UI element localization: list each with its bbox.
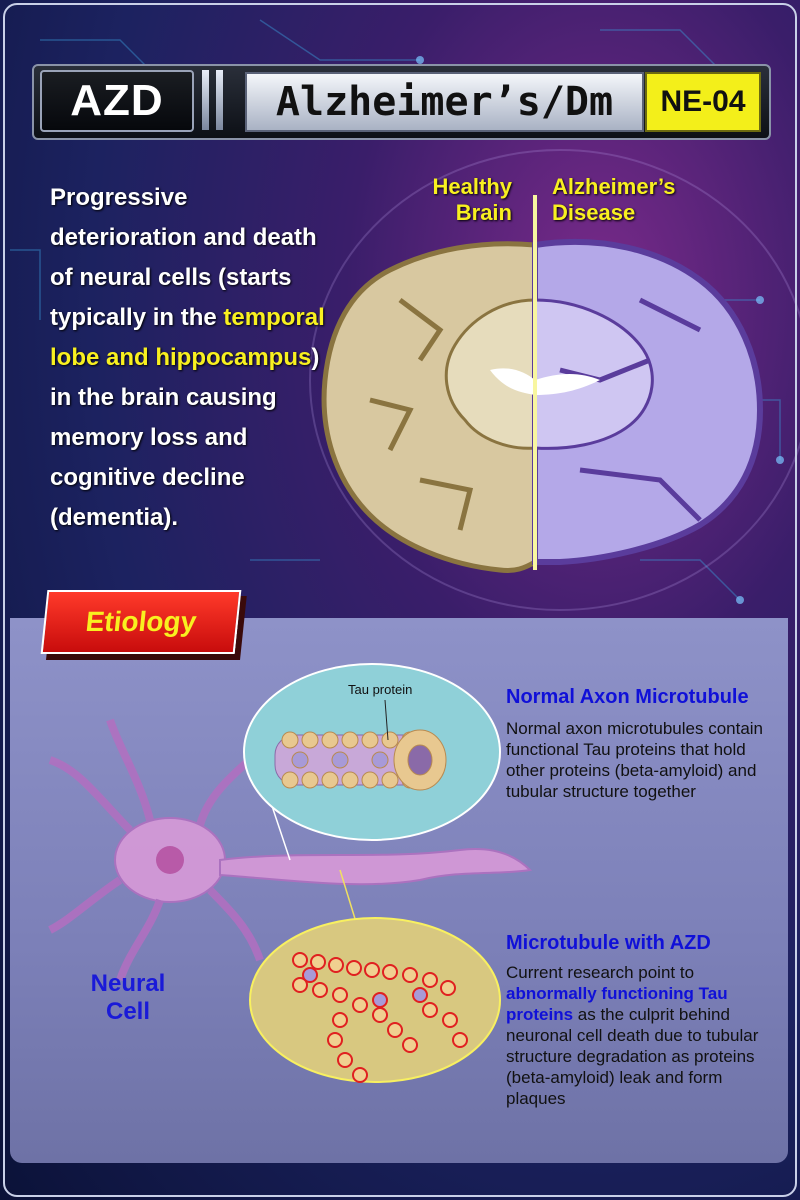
- alzheimers-brain-label: Alzheimer’s Disease: [552, 174, 676, 225]
- etiology-banner: Etiology: [40, 590, 242, 654]
- description-text: Progressive deterioration and death of n…: [50, 178, 340, 538]
- azd-microtubule-title: Microtubule with AZD: [506, 932, 711, 954]
- brain-comparison-illustration: [321, 195, 764, 573]
- abbrev-badge: AZD: [40, 70, 194, 132]
- neural-cell-label: Neural Cell: [90, 970, 166, 1025]
- disease-code: NE-04: [645, 72, 761, 132]
- description-part2: ) in the brain causing memory loss and c…: [50, 344, 320, 531]
- header-divider-2: [216, 70, 223, 130]
- header-divider-1: [202, 70, 209, 130]
- disease-name: Alzheimer’s/Dm: [245, 72, 644, 132]
- azd-microtubule-text: Current research point to abnormally fun…: [506, 963, 759, 1108]
- azd-microtubule: [292, 952, 468, 1083]
- normal-microtubule-text: Normal axon microtubules contain functio…: [506, 719, 764, 801]
- description-highlight: temporal lobe and hippocampus: [50, 304, 325, 371]
- description-part1: Progressive deterioration and death of n…: [50, 184, 317, 331]
- healthy-brain-label: Healthy Brain: [432, 174, 512, 225]
- normal-microtubule: [274, 729, 447, 791]
- tau-protein-label: Tau protein: [348, 682, 413, 697]
- azd-highlight: abnormally functioning Tau proteins: [506, 984, 728, 1024]
- normal-microtubule-title: Normal Axon Microtubule: [506, 686, 749, 708]
